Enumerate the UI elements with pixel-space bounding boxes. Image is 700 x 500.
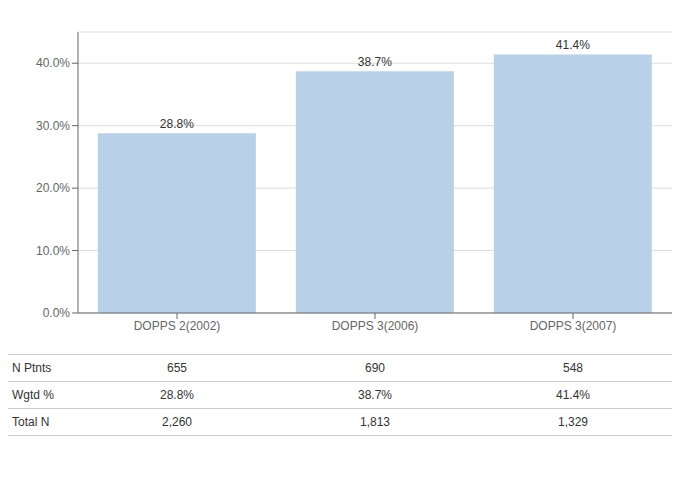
- svg-text:DOPPS 3(2006): DOPPS 3(2006): [332, 319, 419, 333]
- html-text:38.7%: 38.7%: [358, 388, 392, 402]
- svg-text:DOPPS 3(2007): DOPPS 3(2007): [530, 319, 617, 333]
- html-text:1,813: 1,813: [360, 415, 390, 429]
- svg-text:40.0%: 40.0%: [36, 56, 70, 70]
- svg-text:10.0%: 10.0%: [36, 244, 70, 258]
- html-text:655: 655: [167, 361, 187, 375]
- svg-text:DOPPS 2(2002): DOPPS 2(2002): [134, 319, 221, 333]
- html-text:28.8%: 28.8%: [160, 388, 194, 402]
- html-text:2,260: 2,260: [162, 415, 192, 429]
- svg-text:30.0%: 30.0%: [36, 119, 70, 133]
- svg-text:28.8%: 28.8%: [160, 117, 194, 131]
- html-text:548: 548: [563, 361, 583, 375]
- html-text:41.4%: 41.4%: [556, 388, 590, 402]
- svg-text:38.7%: 38.7%: [358, 55, 392, 69]
- svg-text:0.0%: 0.0%: [43, 306, 71, 320]
- html-text:690: 690: [365, 361, 385, 375]
- svg-text:20.0%: 20.0%: [36, 181, 70, 195]
- html-text:Total N: Total N: [12, 415, 50, 429]
- html-text:N Ptnts: N Ptnts: [12, 361, 52, 375]
- svg-text:41.4%: 41.4%: [556, 38, 590, 52]
- html-text:Wgtd %: Wgtd %: [12, 388, 54, 402]
- html-text:1,329: 1,329: [558, 415, 588, 429]
